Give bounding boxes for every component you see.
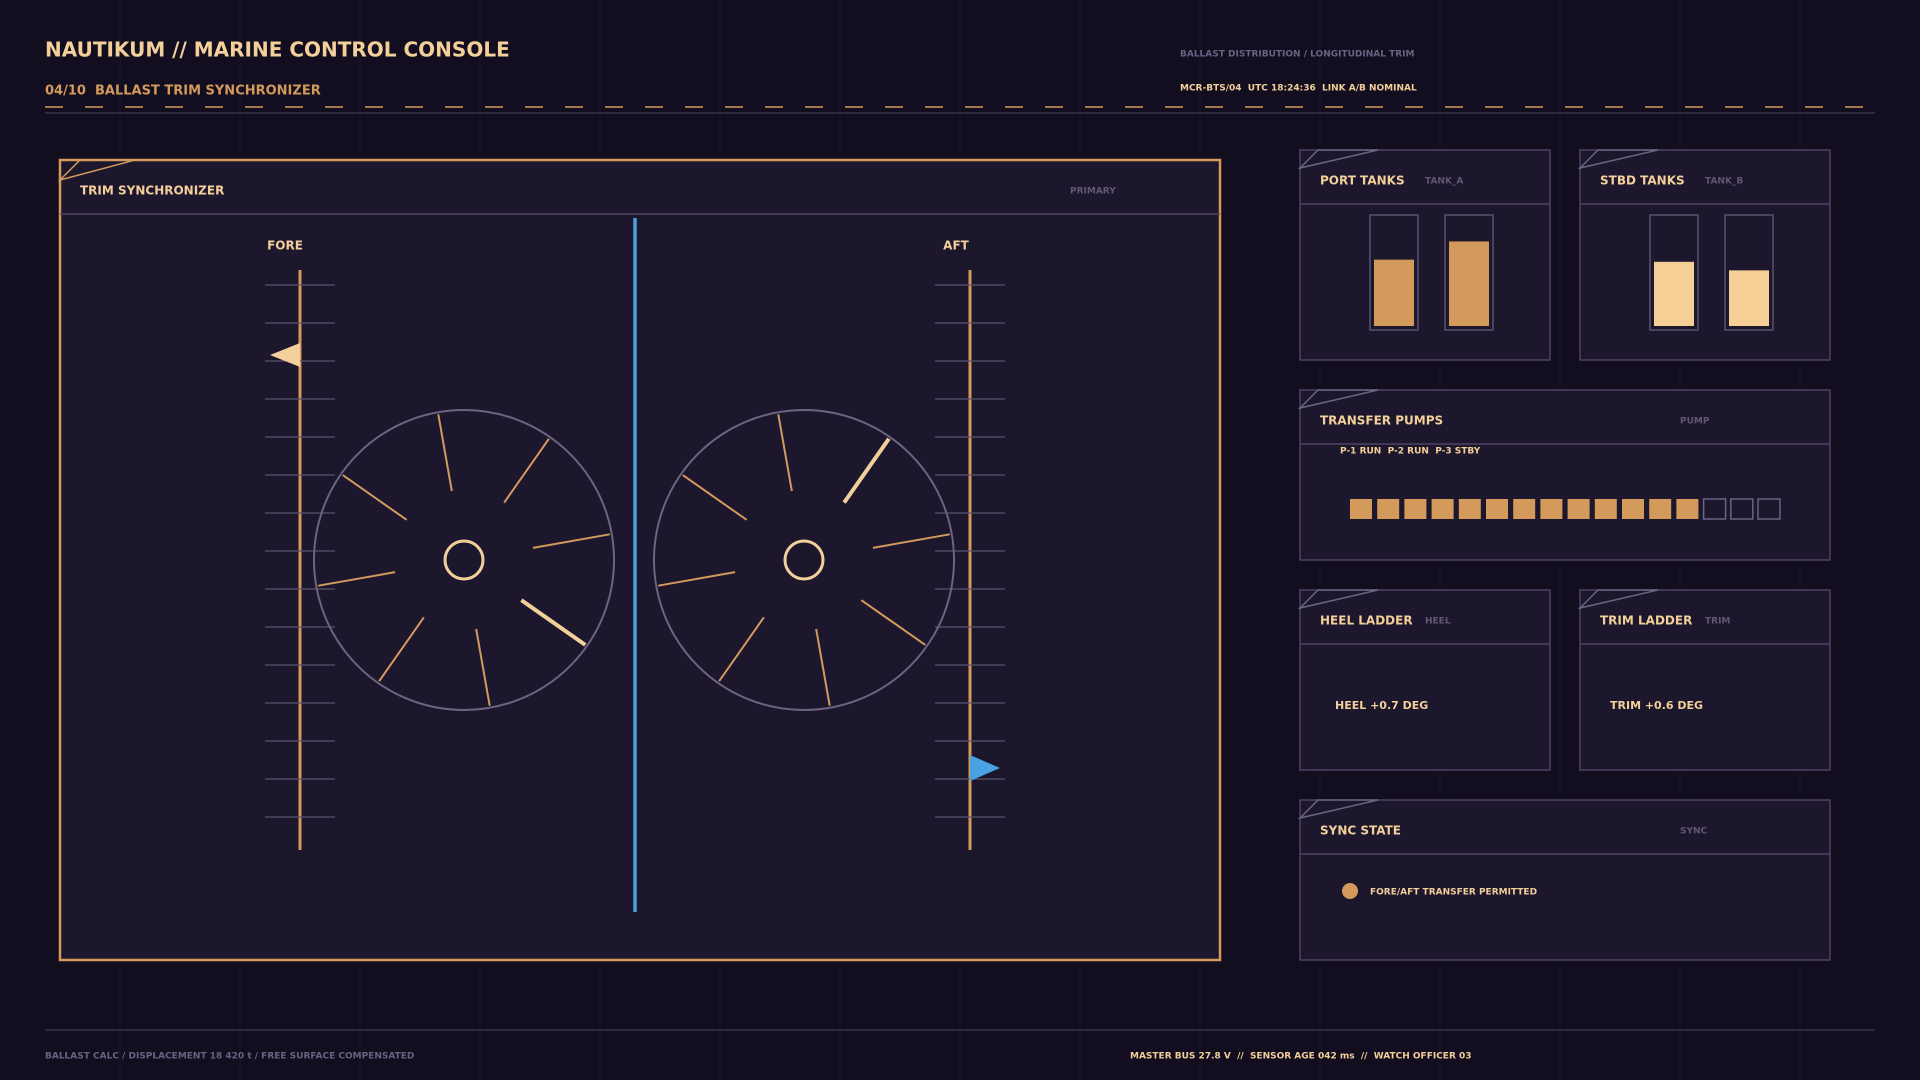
pump-segment (1486, 499, 1508, 519)
pump-segment (1567, 499, 1590, 519)
page-subtitle: BALLAST TRIM SYNCHRONIZER (95, 84, 321, 99)
corner-notch (1297, 589, 1379, 610)
wheel-spoke (318, 571, 396, 587)
pump-segment (1649, 499, 1672, 519)
wheel-spoke (872, 533, 950, 549)
panel-tag: TRIM (1705, 617, 1730, 627)
aft-marker (970, 755, 1000, 781)
corner-notch (1577, 589, 1659, 610)
pump-segment (1404, 499, 1427, 519)
panel (1299, 149, 1551, 361)
wheel-spoke (532, 533, 610, 549)
status-line: MCR-BTS/04 UTC 18:24:36 LINK A/B NOMINAL (1180, 84, 1417, 94)
panel (1579, 149, 1831, 361)
wheel-rim (313, 409, 615, 711)
wheel-spoke (860, 599, 926, 646)
pump-segment (1730, 498, 1754, 520)
fore-label: FORE (267, 239, 303, 253)
fore-marker (270, 343, 300, 367)
panel (1299, 589, 1551, 771)
panel-tag: PRIMARY (1070, 187, 1116, 197)
page-title: NAUTIKUM // MARINE CONTROL CONSOLE (45, 38, 510, 62)
tank-level (1654, 261, 1694, 326)
sync-message: FORE/AFT TRANSFER PERMITTED (1370, 888, 1537, 898)
wheel-spoke (437, 414, 453, 492)
panel-tag: SYNC (1680, 827, 1708, 837)
readout: TRIM +0.6 DEG (1610, 699, 1703, 712)
wheel-spoke (777, 414, 793, 492)
pump-segment (1622, 499, 1644, 519)
tank-level (1729, 270, 1769, 326)
panel (1299, 799, 1831, 961)
pump-segment (1431, 499, 1454, 519)
panel-tag: PUMP (1680, 417, 1710, 427)
tank-outline (1369, 214, 1419, 331)
pump-segment (1702, 498, 1727, 520)
pump-status: P-1 RUN P-2 RUN P-3 STBY (1340, 447, 1481, 457)
tank-outline (1649, 214, 1699, 331)
pump-segment (1676, 499, 1699, 519)
corner-notch (1297, 149, 1379, 170)
wheel-hub (443, 539, 485, 581)
panel-title: STBD TANKS (1600, 174, 1685, 188)
panel (1579, 589, 1831, 771)
panel-title: HEEL LADDER (1320, 614, 1413, 628)
panel-title: TRIM LADDER (1600, 614, 1692, 628)
panel-tag: TANK_A (1425, 177, 1463, 187)
wheel-spoke (378, 616, 425, 682)
panel (1299, 389, 1831, 561)
footer-left: BALLAST CALC / DISPLACEMENT 18 420 t / F… (45, 1052, 414, 1062)
pump-segment (1458, 499, 1481, 519)
wheel-spoke (718, 616, 765, 682)
drawn-layer: PORT TANKS TANK_A STBD TANKS TANK_B TRANSFER… (265, 149, 1831, 961)
wheel-spoke (682, 474, 748, 521)
wheel-spoke (815, 628, 831, 706)
panel-title: PORT TANKS (1320, 174, 1405, 188)
corner-notch (1577, 149, 1659, 170)
wheel-rim (653, 409, 955, 711)
tank-outline (1724, 214, 1774, 331)
page-number: 04/10 (45, 84, 86, 99)
wheel-hub (783, 539, 825, 581)
tank-level (1449, 241, 1489, 326)
panel-tag: TANK_B (1705, 177, 1743, 187)
pump-segment (1594, 499, 1617, 519)
aft-label: AFT (943, 239, 969, 253)
wheel-spoke (342, 474, 408, 521)
panel-title: TRIM SYNCHRONIZER (80, 184, 224, 198)
tank-level (1374, 259, 1414, 326)
panel-title: SYNC STATE (1320, 824, 1401, 838)
wheel-spoke (503, 438, 550, 504)
wheel-spoke (520, 598, 587, 647)
corner-notch (1297, 389, 1379, 410)
tank-outline (1444, 214, 1494, 331)
panel-tag: HEEL (1425, 617, 1451, 627)
pump-segment (1540, 499, 1563, 519)
pump-segment (1757, 498, 1781, 520)
pump-segment (1350, 499, 1372, 519)
corner-notch (57, 159, 136, 182)
context-label: BALLAST DISTRIBUTION / LONGITUDINAL TRIM (1180, 50, 1415, 60)
sync-indicator (1342, 883, 1358, 899)
readout: HEEL +0.7 DEG (1335, 699, 1428, 712)
main-panel (58, 158, 1222, 962)
pump-segment (1377, 499, 1400, 519)
corner-notch (1297, 799, 1379, 820)
panel-title: TRANSFER PUMPS (1320, 414, 1443, 428)
wheel-spoke (842, 437, 891, 504)
pump-segment (1513, 499, 1536, 519)
footer-right: MASTER BUS 27.8 V // SENSOR AGE 042 ms /… (1130, 1052, 1472, 1062)
wheel-spoke (475, 628, 491, 706)
wheel-spoke (658, 571, 736, 587)
